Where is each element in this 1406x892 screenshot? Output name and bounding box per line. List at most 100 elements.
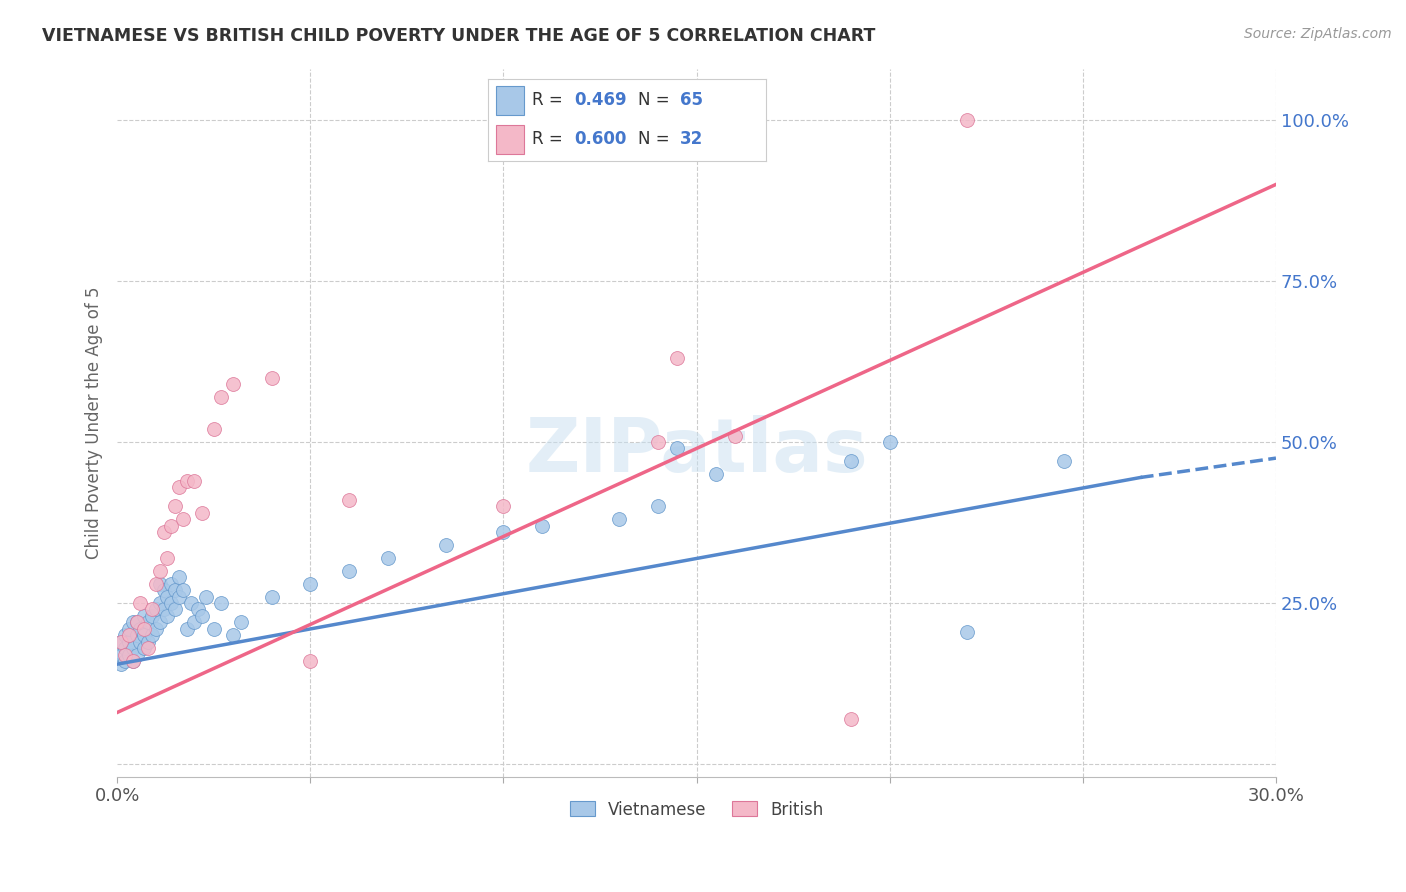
Point: [260, 370, 283, 384]
Point: [607, 512, 630, 526]
Point: [956, 113, 979, 128]
Point: [121, 615, 143, 630]
Point: [125, 648, 148, 662]
Point: [136, 641, 159, 656]
Point: [211, 390, 233, 404]
Point: [165, 500, 187, 514]
Point: [152, 602, 174, 616]
Point: [134, 641, 156, 656]
Point: [167, 590, 190, 604]
Point: [647, 500, 669, 514]
Point: [195, 590, 218, 604]
Point: [129, 622, 152, 636]
Point: [110, 657, 132, 672]
Point: [160, 596, 183, 610]
Point: [156, 550, 179, 565]
Point: [704, 467, 727, 482]
Point: [1052, 454, 1074, 468]
Point: [222, 628, 245, 642]
Point: [337, 564, 360, 578]
Point: [839, 454, 862, 468]
Point: [145, 602, 167, 616]
Point: [149, 576, 172, 591]
Point: [531, 518, 554, 533]
Point: [121, 654, 143, 668]
Point: [172, 583, 194, 598]
Point: [191, 506, 214, 520]
Text: Source: ZipAtlas.com: Source: ZipAtlas.com: [1244, 27, 1392, 41]
Point: [149, 596, 172, 610]
Point: [118, 628, 141, 642]
Point: [492, 525, 515, 540]
Point: [377, 550, 399, 565]
Point: [180, 596, 202, 610]
Point: [299, 654, 322, 668]
Point: [172, 512, 194, 526]
Point: [118, 634, 141, 648]
Point: [167, 570, 190, 584]
Point: [110, 634, 132, 648]
Point: [211, 596, 233, 610]
Point: [118, 622, 141, 636]
Point: [222, 377, 245, 392]
Point: [202, 422, 225, 436]
Y-axis label: Child Poverty Under the Age of 5: Child Poverty Under the Age of 5: [86, 286, 103, 559]
Point: [156, 590, 179, 604]
Point: [114, 641, 136, 656]
Point: [187, 602, 209, 616]
Point: [176, 622, 198, 636]
Point: [492, 500, 515, 514]
Point: [145, 622, 167, 636]
Point: [956, 624, 979, 639]
Point: [434, 538, 457, 552]
Point: [202, 622, 225, 636]
Point: [125, 615, 148, 630]
Point: [129, 596, 152, 610]
Point: [229, 615, 252, 630]
Point: [118, 648, 141, 662]
Point: [165, 602, 187, 616]
Point: [724, 428, 747, 442]
Point: [136, 615, 159, 630]
Point: [666, 442, 689, 456]
Point: [136, 634, 159, 648]
Point: [145, 576, 167, 591]
Point: [152, 525, 174, 540]
Legend: Vietnamese, British: Vietnamese, British: [564, 794, 830, 825]
Point: [114, 648, 136, 662]
Point: [110, 648, 132, 662]
Point: [110, 634, 132, 648]
Point: [647, 435, 669, 450]
Point: [149, 615, 172, 630]
Point: [121, 641, 143, 656]
Point: [141, 608, 163, 623]
Point: [134, 628, 156, 642]
Point: [149, 564, 172, 578]
Point: [879, 435, 901, 450]
Point: [165, 583, 187, 598]
Point: [176, 474, 198, 488]
Point: [337, 493, 360, 508]
Point: [134, 608, 156, 623]
Point: [666, 351, 689, 366]
Point: [114, 654, 136, 668]
Point: [191, 608, 214, 623]
Point: [260, 590, 283, 604]
Point: [125, 615, 148, 630]
Point: [121, 654, 143, 668]
Point: [156, 608, 179, 623]
Point: [183, 474, 205, 488]
Point: [167, 480, 190, 494]
Point: [125, 628, 148, 642]
Text: VIETNAMESE VS BRITISH CHILD POVERTY UNDER THE AGE OF 5 CORRELATION CHART: VIETNAMESE VS BRITISH CHILD POVERTY UNDE…: [42, 27, 876, 45]
Point: [134, 622, 156, 636]
Point: [152, 583, 174, 598]
Point: [114, 628, 136, 642]
Point: [141, 602, 163, 616]
Point: [160, 518, 183, 533]
Point: [299, 576, 322, 591]
Point: [183, 615, 205, 630]
Point: [839, 712, 862, 726]
Point: [141, 628, 163, 642]
Point: [129, 634, 152, 648]
